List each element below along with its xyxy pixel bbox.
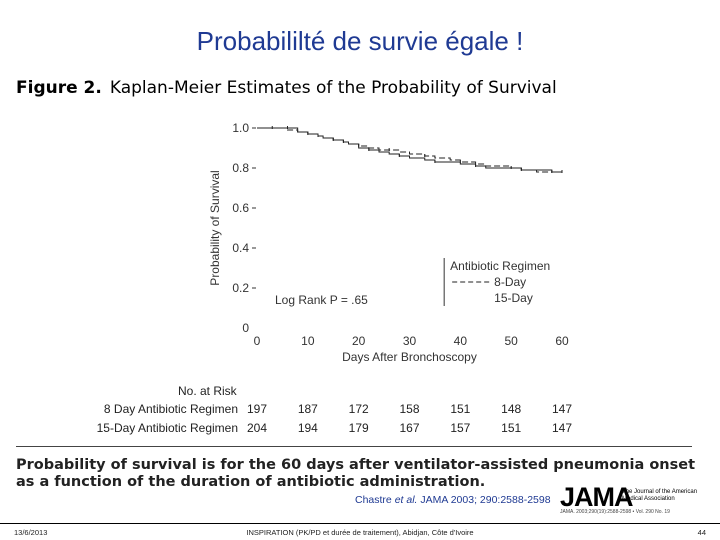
risk-cell: 158 (399, 402, 420, 416)
risk-row: 15-Day Antibiotic Regimen 204 194 179 167 157… (0, 421, 720, 437)
risk-cell: 151 (501, 421, 522, 435)
log-rank-annotation: Log Rank P = .65 (275, 293, 368, 307)
risk-table-title: No. at Risk (178, 384, 237, 398)
y-tick-label: 0.6 (232, 201, 249, 215)
y-tick-label: 0.8 (232, 161, 249, 175)
legend-title: Antibiotic Regimen (450, 259, 550, 273)
x-tick-label: 30 (403, 334, 417, 348)
figure-caption-text: Kaplan-Meier Estimates of the Probabilit… (109, 78, 557, 98)
x-tick-label: 50 (504, 334, 518, 348)
risk-row-label: 8 Day Antibiotic Regimen (103, 402, 238, 416)
kaplan-meier-chart: 0 0.2 0.4 0.6 0.8 1.0 0 10 20 30 40 50 60 Days After … (208, 121, 569, 364)
journal-reference: JAMA. 2003;290(19):2588-2598 • Vol. 290 … (560, 509, 670, 515)
y-tick-label: 1.0 (232, 121, 249, 135)
footer-date: 13/6/2013 (14, 528, 48, 537)
risk-cell: 151 (450, 402, 471, 416)
legend-entry-15-day: 15-Day (494, 291, 533, 305)
risk-cell: 167 (399, 421, 420, 435)
x-axis-label: Days After Bronchoscopy (342, 350, 477, 364)
km-curve-8-day (262, 127, 562, 173)
risk-cell: 179 (348, 421, 369, 435)
risk-cell: 187 (297, 402, 318, 416)
x-tick-label: 20 (352, 334, 366, 348)
y-tick-label: 0.4 (232, 241, 249, 255)
x-tick-label: 0 (254, 334, 261, 348)
figure-footnote: Probability of survival is for the 60 da… (16, 457, 696, 490)
risk-cell: 194 (297, 421, 318, 435)
citation-authors: Chastre (355, 494, 395, 506)
risk-cell: 172 (348, 402, 369, 416)
y-tick-label: 0 (242, 321, 249, 335)
risk-row: 8 Day Antibiotic Regimen 197 187 172 158 151 1… (0, 402, 720, 418)
risk-row-label: 15-Day Antibiotic Regimen (96, 421, 238, 435)
journal-logo-subtitle: The Journal of the American Medical Asso… (622, 489, 698, 502)
figure-caption: Figure 2. Kaplan-Meier Estimates of the P… (16, 78, 557, 98)
y-tick-label: 0.2 (232, 281, 249, 295)
risk-cell: 147 (551, 402, 573, 416)
risk-cell: 147 (551, 421, 573, 435)
x-tick-label: 60 (555, 334, 569, 348)
x-tick-label: 40 (454, 334, 468, 348)
citation-etal: et al. (394, 494, 418, 506)
divider (16, 446, 692, 447)
risk-cell: 157 (450, 421, 471, 435)
figure-label: Figure 2. (16, 78, 102, 98)
citation: Chastre et al. JAMA 2003; 290:2588-2598 (355, 494, 551, 506)
journal-logo-word: JAMA (560, 482, 634, 512)
risk-cell: 148 (501, 402, 522, 416)
slide-footer: 13/6/2013 INSPIRATION (PK/PD et durée de… (0, 523, 720, 540)
legend-entry-8-day: 8-Day (494, 275, 526, 289)
x-tick-label: 10 (301, 334, 315, 348)
journal-logo: JAMA The Journal of the American Medical… (560, 480, 700, 516)
km-curve-15-day (257, 127, 562, 173)
footer-event: INSPIRATION (PK/PD et durée de traitemen… (246, 528, 474, 537)
slide-title: Probabililté de survie égale ! (196, 26, 524, 56)
y-axis-label: Probability of Survival (208, 170, 222, 285)
risk-cell: 204 (246, 421, 268, 435)
risk-cell: 197 (246, 402, 268, 416)
page-number: 44 (697, 528, 706, 537)
citation-source: JAMA 2003; 290:2588-2598 (417, 494, 551, 506)
